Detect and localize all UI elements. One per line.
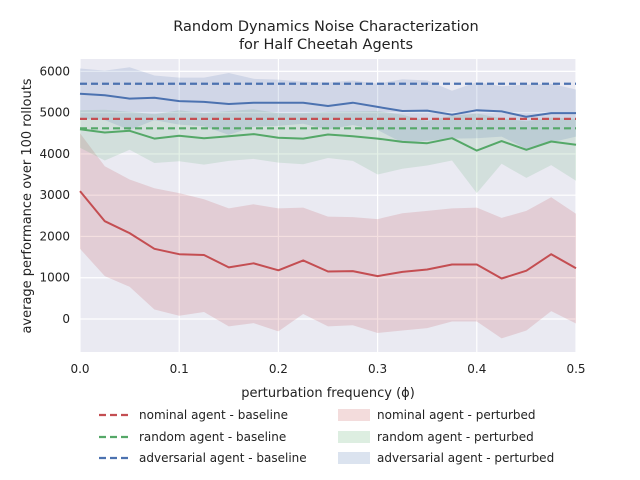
y-tick-label: 0 [62,312,70,326]
legend-swatch-band [338,431,370,443]
baseline-lines [80,82,576,130]
perturbed-mean-lines [79,92,577,280]
band-1 [80,109,576,194]
x-tick-label: 0.5 [566,362,585,376]
perturbed-bands [80,67,576,339]
legend-label-band: random agent - perturbed [377,430,534,444]
x-tick-label: 0.4 [467,362,486,376]
y-tick-label: 6000 [39,64,70,78]
x-tick-label: 0.1 [170,362,189,376]
chart-title-line-1: Random Dynamics Noise Characterization [173,19,478,35]
x-tick-label: 0.3 [368,362,387,376]
y-tick-label: 1000 [39,271,70,285]
band-2 [80,67,576,149]
legend-swatch-band [338,452,370,464]
y-axis-label: average performance over 100 rollouts [20,78,35,333]
x-axis-label: perturbation frequency (ϕ) [241,386,415,401]
y-tick-label: 3000 [39,188,70,202]
legend-label-baseline: random agent - baseline [139,430,286,444]
y-tick-labels: 0 1000 2000 3000 4000 5000 6000 [39,64,70,326]
x-tick-label: 0.2 [269,362,288,376]
legend-label-baseline: adversarial agent - baseline [139,451,307,465]
band-0 [80,133,576,339]
y-tick-label: 5000 [39,106,70,120]
x-tick-label: 0.0 [70,362,89,376]
y-tick-label: 2000 [39,229,70,243]
mean-line-1 [79,128,577,152]
y-tick-label: 4000 [39,147,70,161]
plot-area [80,59,576,352]
grid-lines [79,59,577,352]
chart-title-line-2: for Half Cheetah Agents [239,37,413,53]
legend-label-band: nominal agent - perturbed [377,408,536,422]
legend-swatch-band [338,409,370,421]
legend: nominal agent - baseline random agent - b… [99,408,554,465]
legend-label-baseline: nominal agent - baseline [139,408,288,422]
legend-label-band: adversarial agent - perturbed [377,451,554,465]
mean-line-2 [79,92,576,118]
mean-line-0 [79,190,577,280]
x-tick-labels: 0.0 0.1 0.2 0.3 0.4 0.5 [70,362,585,376]
